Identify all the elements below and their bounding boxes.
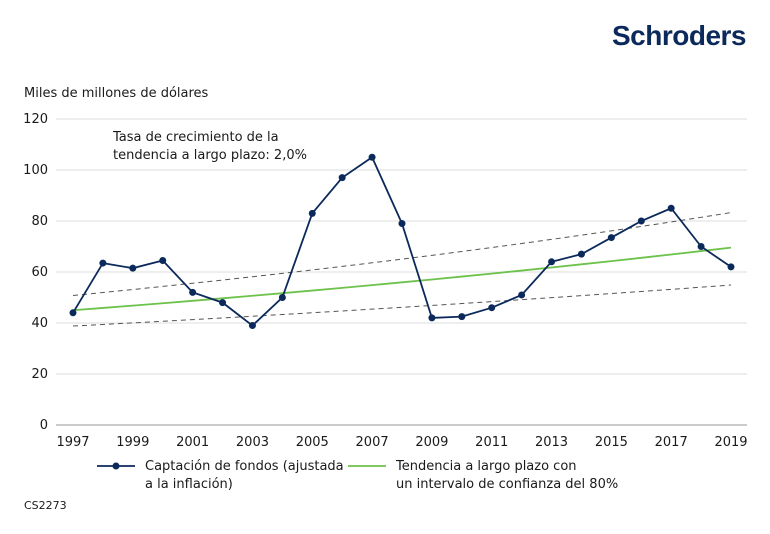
data-point [99,259,107,267]
legend-marker-fundraising [112,462,120,470]
x-tick-label: 2003 [236,435,269,450]
data-point [518,291,526,299]
y-tick-label: 0 [40,418,48,433]
footer-code: CS2273 [24,499,67,512]
data-point [368,153,376,161]
annotation: Tasa de crecimiento de la [112,130,279,145]
data-point [428,314,436,322]
x-tick-label: 2011 [475,435,508,450]
data-point [189,288,197,296]
x-tick-label: 2013 [535,435,568,450]
lower-confidence-band [72,284,732,327]
y-tick-label: 40 [31,316,48,331]
data-point [727,263,735,271]
annotation: tendencia a largo plazo: 2,0% [113,148,307,163]
x-tick-label: 2007 [356,435,389,450]
legend-item-trend: Tendencia a largo plazo con un intervalo… [396,458,618,494]
data-point [697,243,705,250]
x-tick-label: 2009 [415,435,448,450]
data-point [219,299,227,307]
y-tick-label: 100 [23,163,48,178]
schroders-logo: Schroders [612,20,747,51]
x-tick-label: 2005 [296,435,329,450]
data-point [488,304,496,312]
y-tick-label: 120 [23,112,48,127]
x-tick-label: 2015 [595,435,628,450]
data-point [607,234,615,242]
fundraising-line [72,155,732,327]
x-tick-label: 1997 [56,435,89,450]
y-axis-label: Miles de millones de dólares [24,86,209,101]
data-point [338,174,346,182]
x-tick-label: 2001 [176,435,209,450]
y-tick-label: 60 [31,265,48,280]
legend-item-fundraising: Captación de fondos (ajustada a la infla… [145,458,344,494]
data-point [577,250,585,258]
data-point [69,309,77,317]
data-point [637,217,645,225]
data-point [398,220,406,228]
data-point [248,322,256,330]
legend-label: un intervalo de confianza del 80% [396,477,619,492]
y-tick-label: 20 [31,367,48,382]
data-point [278,294,286,301]
x-tick-label: 1999 [116,435,149,450]
x-tick-label: 2017 [655,435,688,450]
legend-label: Captación de fondos (ajustada [145,459,344,474]
data-point [458,313,466,321]
legend-label: Tendencia a largo plazo con [396,459,577,474]
x-tick-label: 2019 [714,435,747,450]
data-point [548,258,556,266]
data-point [159,257,167,265]
data-point [129,264,137,272]
y-tick-label: 80 [31,214,48,229]
data-point [667,204,675,212]
trend-line [72,246,732,312]
data-point [308,209,316,217]
upper-confidence-band [72,212,732,296]
legend-label: a la inflación) [145,477,233,492]
